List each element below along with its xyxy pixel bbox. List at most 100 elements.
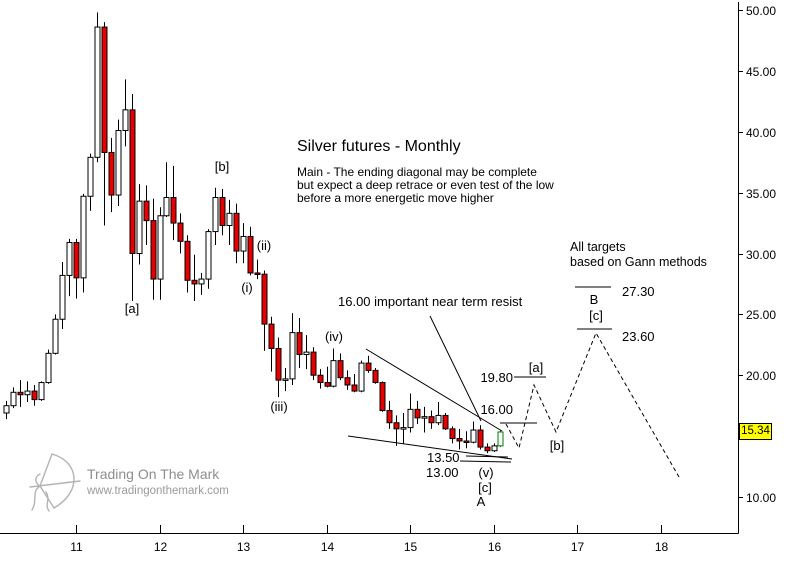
candle-2011-08	[122, 79, 129, 147]
candle-2012-11	[226, 199, 233, 245]
trendline	[459, 460, 512, 463]
wave-label: [b]	[550, 438, 564, 453]
candle-2010-06	[24, 381, 31, 403]
candle-2015-07	[449, 426, 456, 444]
candle-2011-02	[80, 193, 87, 293]
x-tick-label: 14	[321, 540, 335, 554]
candle-2013-10	[303, 335, 310, 370]
candle-2015-02	[414, 400, 421, 424]
wave-label: (i)	[241, 280, 253, 295]
candle-2011-03	[87, 153, 94, 211]
trendlines-layer	[347, 286, 612, 463]
wave-label: (ii)	[257, 238, 271, 253]
wave-label: (v)	[478, 465, 493, 480]
candle-2010-09	[45, 349, 52, 384]
candle-2013-12	[317, 369, 324, 389]
x-tick-label: 17	[571, 540, 585, 554]
candle-2011-07	[115, 119, 122, 207]
candle-2010-04	[10, 387, 17, 409]
price-label: 13.50	[427, 450, 460, 465]
candle-2012-01	[157, 207, 164, 300]
candle-2011-10	[136, 184, 143, 265]
wave-label: [b]	[215, 159, 229, 174]
x-tick-label: 15	[404, 540, 418, 554]
candle-2013-05	[268, 316, 275, 372]
candle-2013-11	[310, 347, 317, 381]
candle-2015-03	[421, 406, 428, 433]
candle-2014-05	[351, 374, 358, 393]
subtitle-line-1: Main - The ending diagonal may be comple…	[297, 165, 537, 179]
candle-2015-11	[477, 425, 484, 450]
candle-2011-12	[150, 198, 157, 300]
candle-2014-03	[337, 353, 344, 381]
candle-2012-08	[205, 229, 212, 289]
chart-title: Silver futures - Monthly	[297, 138, 461, 155]
candle-2015-01	[407, 393, 414, 433]
candle-2010-11	[59, 262, 66, 329]
candle-2011-05	[101, 22, 108, 226]
candle-2010-12	[66, 238, 73, 297]
wave-label: [c]	[478, 480, 492, 495]
watermark-name: Trading On The Mark	[87, 466, 220, 482]
wave-label: [a]	[125, 301, 139, 316]
wave-label: (iv)	[325, 329, 343, 344]
x-tick-label: 18	[655, 540, 669, 554]
y-tick-label: 30.00	[746, 248, 776, 262]
candle-2012-03	[170, 165, 177, 241]
candle-2014-10	[386, 400, 393, 429]
candle-2015-12	[484, 443, 491, 454]
price-label: 27.30	[622, 284, 655, 299]
trendline	[347, 435, 513, 460]
candle-2014-02	[330, 348, 337, 388]
x-tick-label: 13	[237, 540, 251, 554]
y-tick-label: 40.00	[746, 126, 776, 140]
candle-2014-07	[365, 355, 372, 373]
wave-label: (iii)	[270, 399, 287, 414]
candle-2012-06	[191, 254, 198, 301]
labels-layer: [a][b](i)(ii)(iii)(iv)(v)[c]A[a][b]B[c]2…	[125, 159, 655, 509]
current-price-badge: 15.34	[739, 423, 772, 440]
candle-2010-05	[17, 380, 24, 407]
archer-logo-icon	[29, 453, 81, 512]
x-tick-label: 12	[154, 540, 168, 554]
candle-2014-01	[324, 366, 331, 388]
candle-2011-04	[94, 12, 101, 163]
candle-2016-01	[491, 443, 498, 452]
candle-2014-12	[400, 412, 407, 444]
y-tick-label: 35.00	[746, 187, 776, 201]
candle-2015-10	[470, 421, 477, 444]
candle-2011-06	[108, 137, 115, 213]
candle-2015-09	[463, 431, 470, 449]
subtitle-line-2: but expect a deep retrace or even test o…	[297, 178, 554, 192]
candle-2015-06	[442, 412, 449, 431]
candle-2013-06	[275, 337, 282, 398]
targets-note-line-2: based on Gann methods	[570, 255, 707, 269]
candle-2011-01	[73, 238, 80, 299]
y-tick-label: 50.00	[746, 4, 776, 18]
candle-2011-11	[143, 185, 150, 245]
watermark-url: www.tradingonthemark.com	[87, 485, 229, 497]
candle-2016-02	[497, 430, 504, 448]
candle-2011-09	[129, 94, 136, 301]
candle-2014-06	[358, 360, 365, 393]
trendline	[465, 455, 509, 458]
y-tick-label: 10.00	[746, 491, 776, 505]
candle-2013-09	[296, 318, 303, 368]
y-tick-label: 45.00	[746, 65, 776, 79]
wave-label: [a]	[529, 360, 543, 375]
candle-2012-02	[163, 162, 170, 217]
candle-2015-05	[435, 402, 442, 426]
candle-2012-05	[184, 235, 191, 293]
price-label: 19.80	[480, 370, 513, 385]
targets-note: All targets based on Gann methods	[570, 240, 707, 270]
price-label: 13.00	[426, 465, 459, 480]
wave-label: B	[590, 292, 599, 307]
wave-label: A	[477, 494, 486, 509]
projection-layer	[505, 331, 680, 478]
candle-2013-07	[282, 367, 289, 392]
candle-2010-07	[31, 384, 38, 406]
targets-note-line-1: All targets	[570, 240, 626, 254]
price-label: 23.60	[622, 329, 655, 344]
